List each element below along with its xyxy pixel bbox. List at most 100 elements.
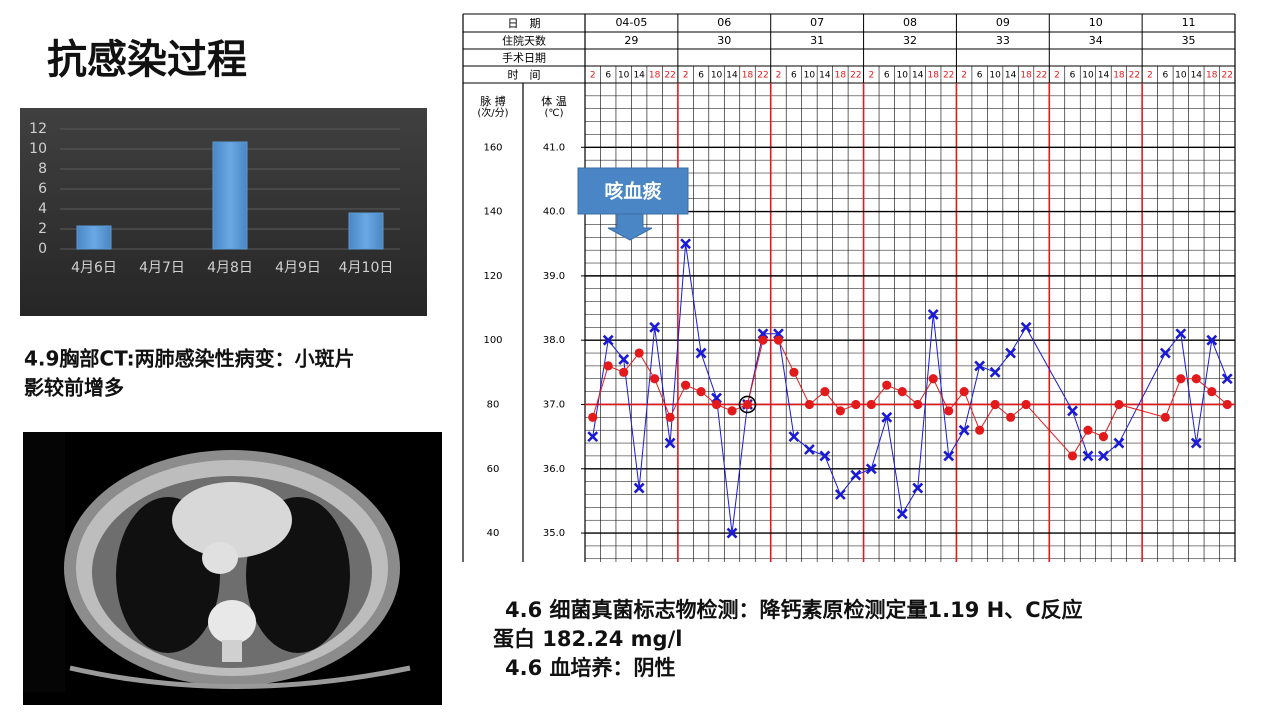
time-label: 18 [742, 71, 754, 81]
marker-stroke [726, 527, 738, 539]
pulse-marker [1005, 347, 1017, 359]
series-segment [1118, 352, 1166, 444]
time-label: 6 [791, 71, 797, 81]
marker-stroke [958, 424, 970, 436]
bar [212, 141, 248, 250]
pulse-marker [618, 354, 630, 365]
temperature-marker [773, 335, 784, 345]
time-label: 6 [698, 71, 704, 81]
temperature-marker [1005, 412, 1016, 422]
hospital-day: 32 [903, 34, 917, 47]
temperature-marker [975, 425, 985, 435]
time-label: 10 [618, 71, 630, 81]
series-segment [1072, 410, 1089, 457]
pulse-marker [958, 424, 970, 436]
marker-stroke [896, 508, 908, 520]
series-segment [917, 378, 934, 405]
y-axis-unit: (次/分) [477, 106, 508, 119]
series-segment [979, 404, 996, 431]
row-label: 时 间 [508, 69, 541, 82]
time-label: 2 [590, 71, 596, 81]
pulse-marker [726, 527, 738, 539]
temperature-marker [897, 387, 907, 397]
y-axis-title: 脉 搏 [480, 94, 506, 108]
callout-arrow [607, 211, 653, 241]
series-segment [824, 455, 841, 495]
ct-caption: 影较前增多 [24, 376, 124, 400]
temperature-marker [727, 406, 737, 416]
temperature-marker [1176, 374, 1186, 384]
temperature-marker [696, 387, 706, 397]
temperature-marker [928, 374, 938, 384]
temperature-marker [1191, 374, 1201, 384]
date-label: 10 [1089, 16, 1103, 29]
time-label: 18 [1113, 71, 1125, 81]
series-segment [654, 327, 671, 444]
y-tick-label: 120 [483, 271, 502, 282]
pulse-marker [602, 334, 614, 346]
pulse-marker [1098, 450, 1109, 462]
time-label: 14 [1191, 71, 1203, 81]
time-label: 2 [1054, 71, 1060, 81]
pulse-marker [834, 489, 846, 500]
time-label: 6 [605, 71, 611, 81]
time-label: 14 [726, 71, 738, 81]
time-label: 18 [835, 71, 847, 81]
x-tick-label: 4月6日 [71, 260, 117, 276]
time-label: 18 [1020, 71, 1032, 81]
hospital-day: 34 [1089, 34, 1103, 47]
pulse-marker [943, 450, 955, 462]
marker-stroke [974, 360, 986, 372]
pulse-marker [1067, 405, 1078, 417]
marker-stroke [649, 321, 661, 333]
temperature-marker [1114, 399, 1124, 410]
series-segment [777, 333, 795, 437]
marker-stroke [1098, 450, 1109, 462]
time-label: 22 [850, 71, 861, 81]
row-label: 手术日期 [502, 51, 546, 65]
temperature-marker [603, 361, 613, 371]
marker-stroke [664, 437, 676, 449]
lab-note: 4.6 细菌真菌标志物检测：降钙素原检测定量1.19 H、C反应 [505, 598, 1083, 622]
temperature-marker [588, 412, 598, 422]
series-segment [1025, 327, 1073, 412]
temperature-marker [944, 406, 954, 416]
temperature-marker [742, 399, 753, 410]
series-segment [638, 327, 656, 489]
temperature-marker [650, 374, 660, 384]
series-segment [1072, 429, 1089, 457]
series-segment [793, 372, 810, 405]
series-segment [700, 352, 718, 399]
series-segment [932, 378, 950, 412]
series-segment [917, 314, 934, 489]
series-segment [669, 243, 687, 444]
y-tick-label: 140 [483, 207, 502, 218]
marker-stroke [695, 347, 707, 359]
marker-stroke [1159, 347, 1171, 359]
pulse-marker [927, 309, 939, 320]
y2-tick-label: 37.0 [543, 399, 565, 410]
callout-box [577, 167, 689, 215]
hospital-day: 31 [810, 34, 824, 47]
marker-stroke [618, 354, 630, 365]
temperature-marker [913, 399, 923, 410]
temperature-marker [882, 380, 892, 390]
marker-stroke [587, 431, 599, 443]
date-label: 09 [996, 16, 1010, 29]
bar [348, 212, 384, 250]
pulse-marker [587, 431, 599, 443]
series-segment [1164, 378, 1182, 418]
time-label: 6 [977, 71, 983, 81]
series-segment [932, 314, 950, 456]
date-label: 11 [1182, 16, 1196, 29]
date-label: 08 [903, 16, 917, 29]
temperature-marker [680, 380, 691, 390]
marker-stroke [1082, 450, 1094, 462]
time-label: 22 [1129, 71, 1140, 81]
time-label: 2 [776, 71, 782, 81]
series-segment [1118, 403, 1166, 418]
temperature-marker [820, 387, 830, 397]
y2-axis-unit: (℃) [544, 108, 563, 119]
highlight-ring [738, 395, 757, 414]
